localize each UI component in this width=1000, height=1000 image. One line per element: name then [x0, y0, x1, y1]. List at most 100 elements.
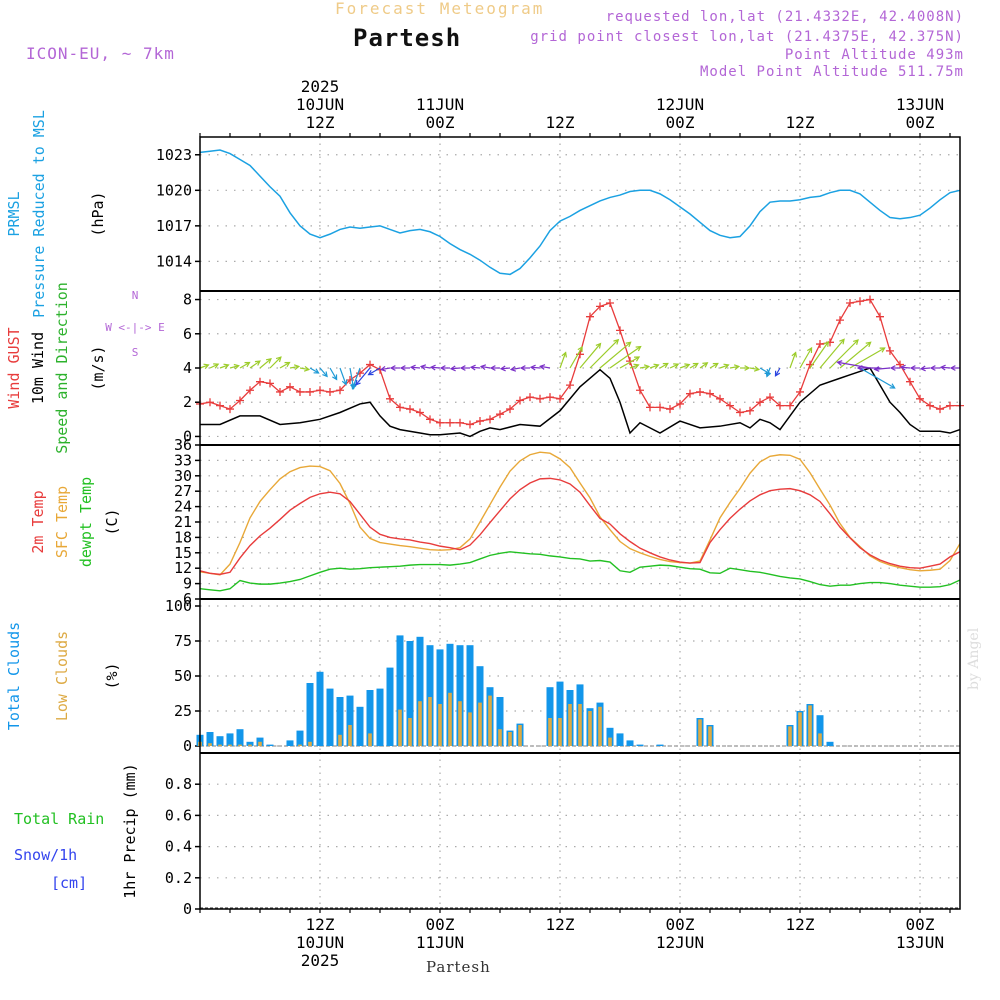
- wind-direction-arrow: [837, 361, 871, 369]
- y-tick-label: 21: [174, 513, 192, 531]
- wind-arrow-head: [823, 340, 830, 347]
- y-tick-label: 12: [174, 559, 192, 577]
- low-cloud-bar: [578, 704, 582, 746]
- wind-arrow-head: [489, 365, 496, 371]
- wind-arrow-head: [774, 370, 781, 377]
- wind-direction-arrow: [249, 360, 261, 369]
- wind-arrow-head: [836, 360, 843, 366]
- low-cloud-bar: [458, 701, 462, 746]
- y-tick-label: 0: [183, 427, 192, 445]
- wind-direction-arrow: [629, 364, 639, 369]
- top-time-label: 00Z: [666, 113, 695, 132]
- wind-gust-marker: [786, 401, 794, 410]
- wind-arrow-head: [419, 364, 427, 371]
- wind-gust-marker: [566, 381, 574, 390]
- total-cloud-bar: [296, 730, 304, 746]
- wind-arrow-head: [673, 363, 680, 369]
- wind-gust-marker: [636, 386, 644, 395]
- meteogram-title: Forecast Meteogram: [335, 0, 545, 18]
- wind-direction-arrow: [809, 341, 829, 369]
- y-tick-label: 1017: [156, 217, 192, 235]
- wind-direction-arrow: [729, 365, 739, 369]
- wind-gust-marker: [206, 398, 214, 407]
- wind-gust-marker: [256, 377, 264, 386]
- total-cloud-bar: [436, 649, 444, 746]
- wind-gust-marker: [846, 298, 854, 307]
- wind-arrow-head: [723, 363, 730, 370]
- wind-direction-arrow: [229, 365, 239, 369]
- wind-arrow-head: [753, 365, 761, 372]
- wind-direction-arrow: [349, 367, 355, 389]
- wind-direction-arrow: [829, 339, 859, 369]
- rain-label: Total Rain: [14, 810, 104, 828]
- wind-direction-arrow: [329, 367, 338, 380]
- wind-arrow-head: [744, 365, 751, 371]
- wind-gust-marker: [506, 405, 514, 414]
- y-tick-label: 36: [174, 436, 192, 454]
- low-cloud-bar: [408, 718, 412, 746]
- total-cloud-bar: [496, 697, 504, 746]
- wind-gust-marker: [266, 379, 274, 388]
- wind-direction-arrow: [450, 367, 461, 370]
- wind-arrow-head: [379, 365, 387, 372]
- wind-gust-marker: [946, 401, 954, 410]
- wind-gust-marker: [616, 326, 624, 335]
- point-altitude: Point Altitude 493m: [784, 47, 964, 63]
- y-tick-label: 0.2: [165, 869, 192, 887]
- wind-direction-arrow: [940, 366, 951, 369]
- low-cloud-bar: [338, 734, 342, 746]
- wind-arrow-head: [341, 379, 348, 386]
- low-cloud-bar: [238, 744, 242, 746]
- wind-arrow-head: [633, 363, 640, 370]
- wind-gust-marker: [736, 408, 744, 417]
- bottom-time-label: 12JUN: [656, 933, 704, 952]
- wind-gust-marker: [236, 396, 244, 405]
- wind-arrow-head: [479, 364, 487, 371]
- low-cloud-bar: [818, 733, 822, 746]
- wind-direction-arrow: [368, 367, 381, 376]
- wind-unit: (m/s): [89, 345, 107, 390]
- top-time-label: 00Z: [906, 113, 935, 132]
- wind-direction-arrow: [709, 362, 719, 369]
- wind-arrow-head: [303, 365, 311, 372]
- compass-south: S: [132, 346, 139, 359]
- wind-gust-marker: [886, 346, 894, 355]
- y-tick-label: 4: [183, 359, 192, 377]
- wind-arrow-head: [919, 365, 926, 372]
- wind-gust-marker: [676, 399, 684, 408]
- wind-gust-marker: [546, 393, 554, 402]
- wind-direction-arrow: [569, 346, 583, 369]
- total-cloud-bar: [406, 641, 414, 746]
- total-cloud-bar: [626, 740, 634, 746]
- wind-direction-arrow: [410, 366, 421, 369]
- wind-arrow-head: [625, 341, 632, 348]
- wind-arrow-head: [684, 363, 691, 369]
- prmsl-unit: (hPa): [89, 191, 107, 236]
- top-time-label: 00Z: [426, 113, 455, 132]
- wind-arrow-head: [949, 365, 956, 371]
- y-tick-label: 33: [174, 451, 192, 469]
- y-tick-label: 15: [174, 544, 192, 562]
- wind-arrow-head: [499, 365, 506, 372]
- wind-arrow-head: [293, 364, 301, 371]
- wind-direction-label: Speed and Direction: [53, 282, 71, 454]
- wind-gust-marker: [516, 396, 524, 405]
- y-tick-label: 24: [174, 498, 192, 516]
- top-time-label: 11JUN: [416, 95, 464, 114]
- wind-arrow-head: [712, 362, 719, 369]
- wind-gust-marker: [526, 393, 534, 402]
- wind-arrow-head: [853, 339, 859, 345]
- snow-unit-label: [cm]: [51, 874, 87, 892]
- total-cloud-bar: [346, 695, 354, 746]
- wind-gust-marker: [726, 401, 734, 410]
- total-cloud-bar: [206, 732, 214, 746]
- wind-arrow-head: [399, 365, 406, 371]
- wind-direction-arrow: [339, 367, 347, 385]
- compass-north: N: [132, 289, 139, 302]
- wind-arrow-head: [702, 362, 709, 368]
- wind-direction-arrow: [239, 361, 250, 369]
- total-cloud-bar: [316, 671, 324, 746]
- compass-west-east: W <-|-> E: [105, 321, 165, 334]
- wind-arrow-head: [351, 383, 357, 390]
- wind-direction-arrow: [430, 366, 441, 369]
